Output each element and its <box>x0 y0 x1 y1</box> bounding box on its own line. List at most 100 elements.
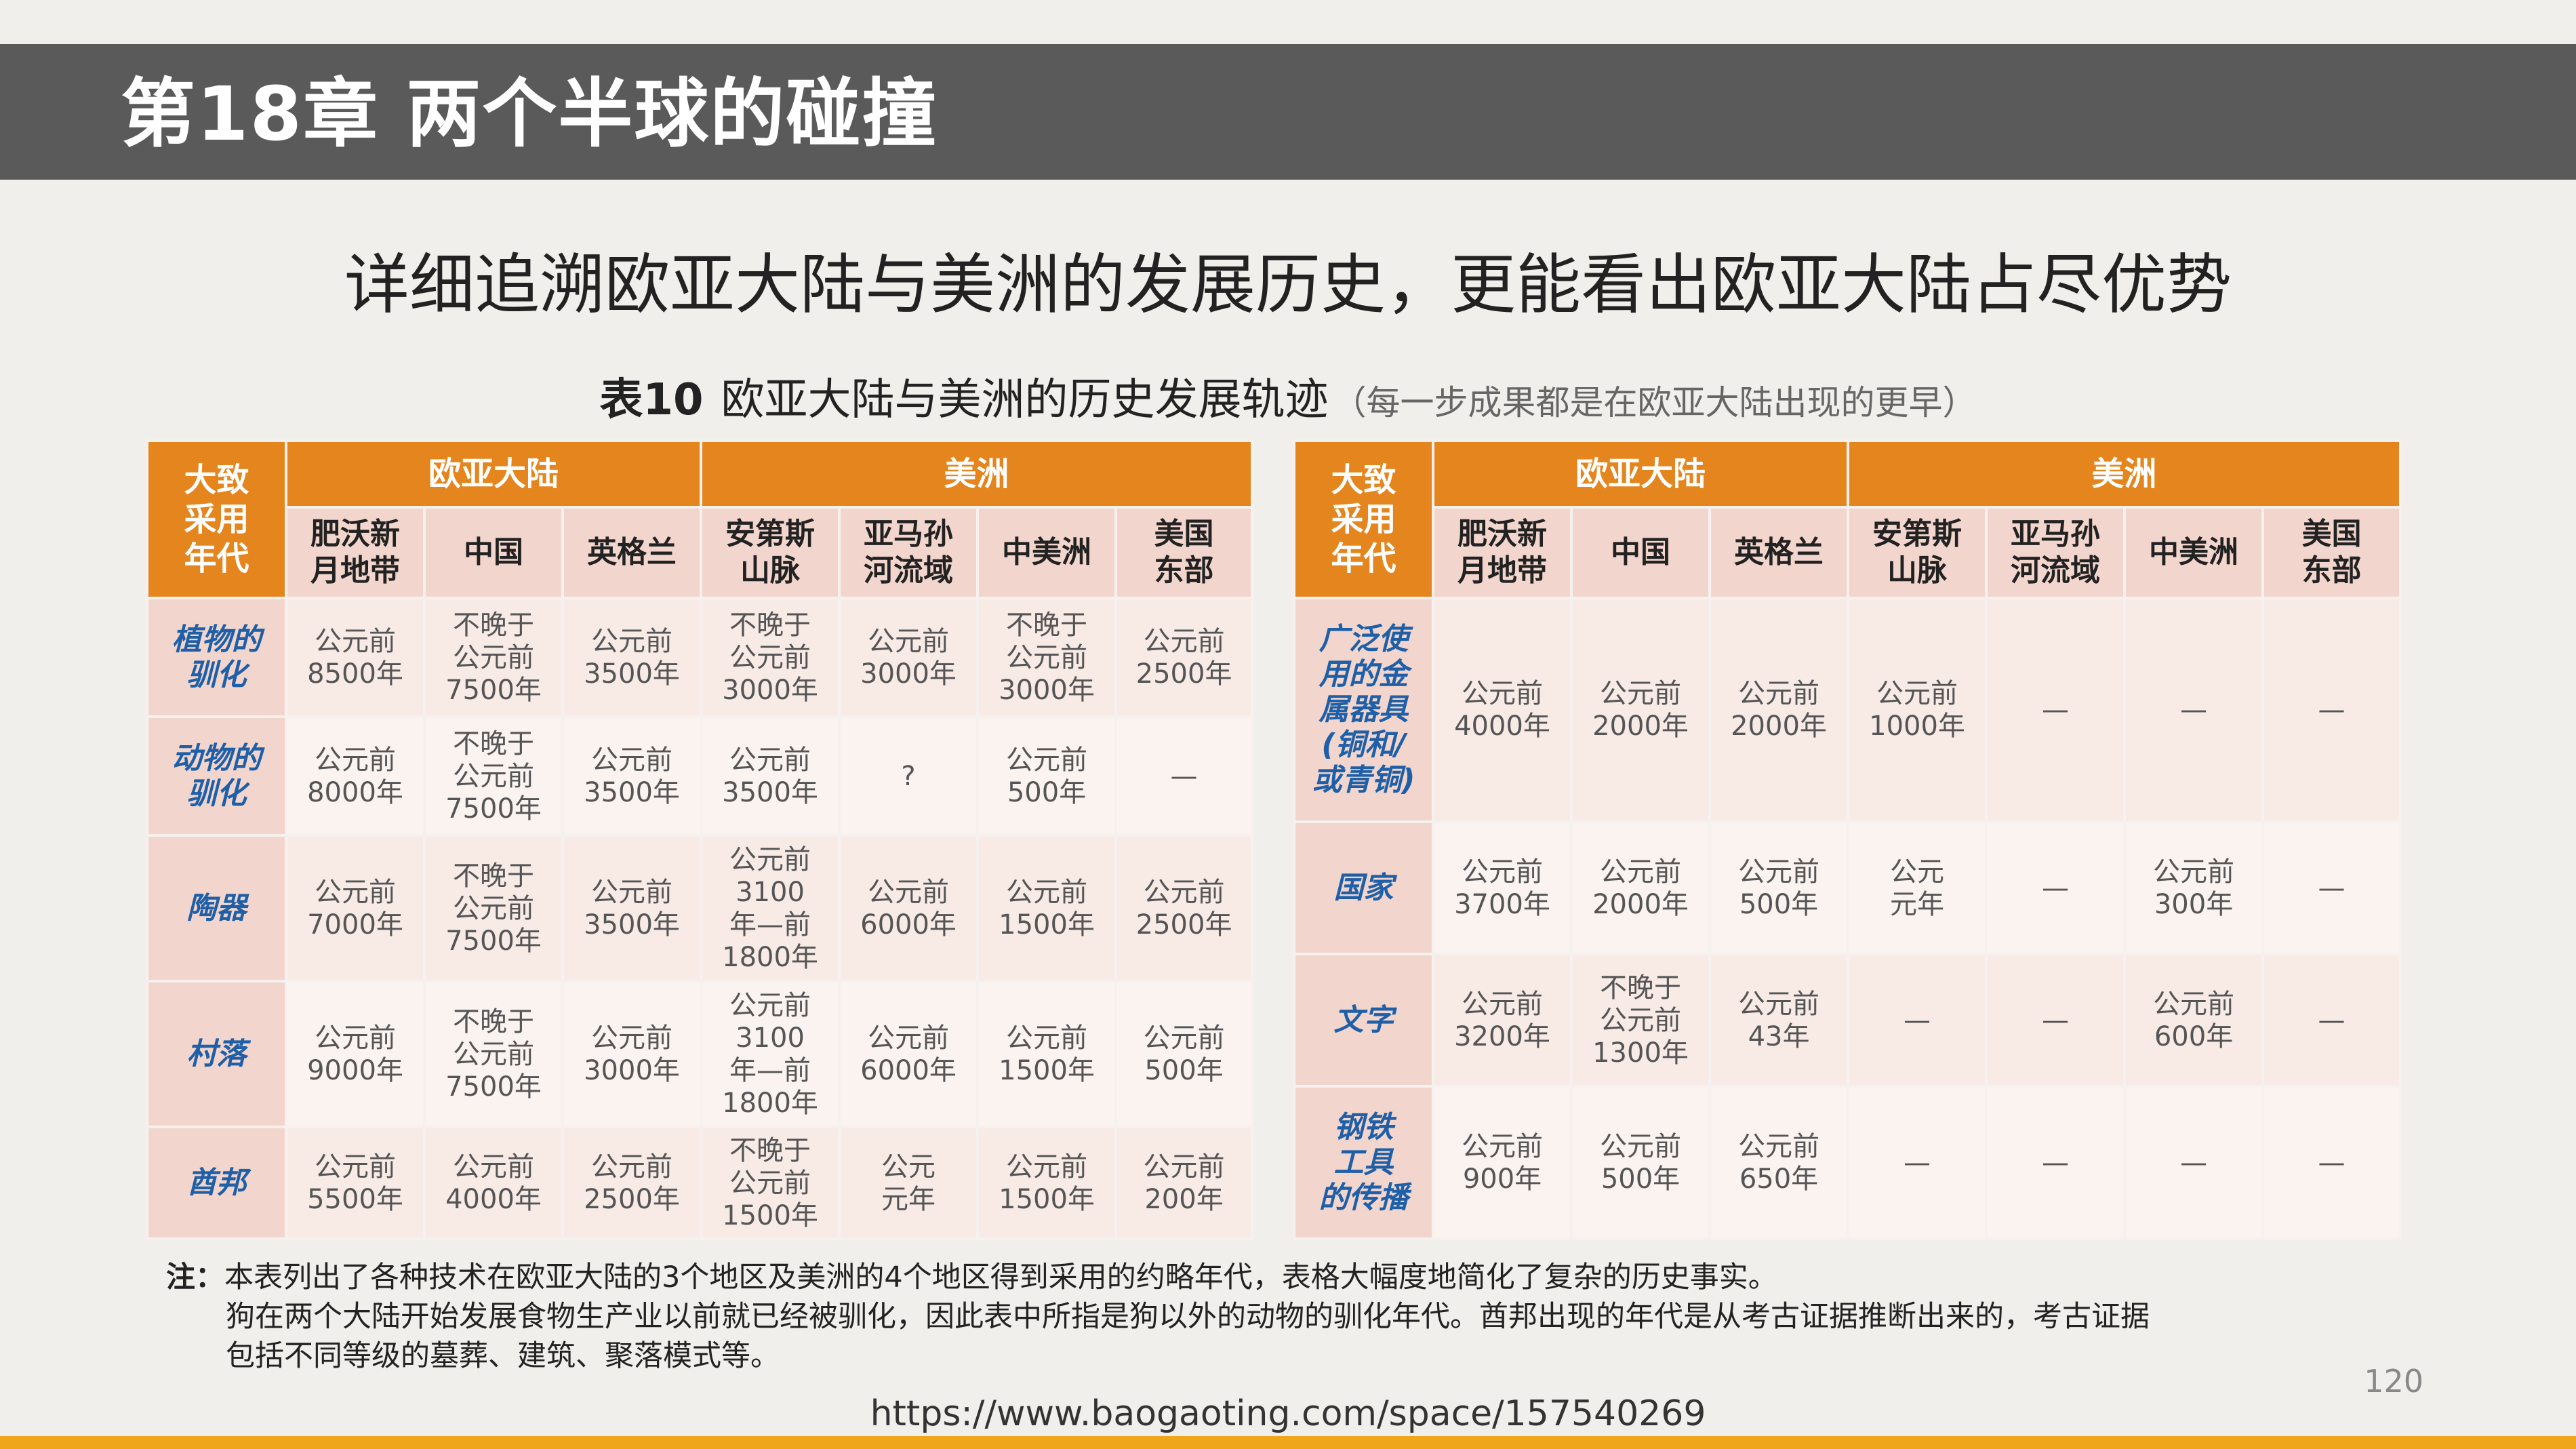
table-cell: — <box>1985 1085 2127 1240</box>
table-cell: — <box>1847 953 1988 1088</box>
footnote-line-2: 狗在两个大陆开始发展食物生产业以前就已经被驯化，因此表中所指是狗以外的动物的驯化… <box>226 1300 2150 1334</box>
table-cell: 公元前 2000年 <box>1570 820 1711 955</box>
table-cell: — <box>2261 820 2402 955</box>
table-cell: 公元前 500年 <box>1708 820 1850 955</box>
table-cell: 公元前 2500年 <box>1114 597 1254 718</box>
table-cell: 公元前 300年 <box>2123 820 2265 955</box>
table-cell: 公元前 3500年 <box>561 597 703 718</box>
column-header: 美国 东部 <box>2261 506 2402 599</box>
table-cell: 公元前 500年 <box>976 715 1118 837</box>
row-label: 酋邦 <box>146 1126 287 1240</box>
table-cell: 公元前 1500年 <box>976 834 1118 982</box>
table-cell: 不晚于 公元前 7500年 <box>423 834 564 982</box>
column-header: 安第斯 山脉 <box>700 506 841 599</box>
page-number: 120 <box>2364 1363 2423 1400</box>
footnote-line-1: 本表列出了各种技术在欧亚大陆的3个地区及美洲的4个地区得到采用的约略年代，表格大… <box>224 1261 1777 1294</box>
table-cell: — <box>1847 1085 1988 1240</box>
title-banner <box>0 44 2576 180</box>
column-header: 中国 <box>1570 506 1711 599</box>
table-cell: 公元前 600年 <box>2123 953 2265 1088</box>
page-headline: 详细追溯欧亚大陆与美洲的发展历史，更能看出欧亚大陆占尽优势 <box>344 247 2232 323</box>
table-row: 植物的 驯化 公元前 8500年 不晚于 公元前 7500年 公元前 3500年 不晚于… <box>146 597 1254 718</box>
bottom-accent-bar <box>0 1436 2576 1449</box>
table-cell: — <box>2261 597 2402 823</box>
column-header: 亚马孙 河流域 <box>1985 506 2127 599</box>
table-cell: 公元前 650年 <box>1708 1085 1850 1240</box>
corner-header: 大致 采用 年代 <box>146 439 287 599</box>
table-cell: 公元前 2000年 <box>1708 597 1850 823</box>
table-row: 陶器 公元前 7000年 不晚于 公元前 7500年 公元前 3500年 公元前 310… <box>146 834 1254 982</box>
table-cell: 不晚于 公元前 7500年 <box>423 980 564 1128</box>
chapter-title: 第18章 两个半球的碰撞 <box>121 71 938 157</box>
table-row: 村落 公元前 9000年 不晚于 公元前 7500年 公元前 3000年 公元前 310… <box>146 980 1254 1128</box>
table-cell: 公元前 3100 年—前 1800年 <box>700 834 841 982</box>
table-row: 动物的 驯化 公元前 8000年 不晚于 公元前 7500年 公元前 3500年 公元前… <box>146 715 1254 837</box>
table-cell: 公元前 4000年 <box>423 1126 564 1240</box>
table-cell: 公元前 4000年 <box>1432 597 1573 823</box>
table-cell: 公元前 200年 <box>1114 1126 1254 1240</box>
table-cell: 公元前 1500年 <box>976 980 1118 1128</box>
table-cell: 公元前 3500年 <box>561 834 703 982</box>
table-cell: 公元前 500年 <box>1570 1085 1711 1240</box>
column-header: 肥沃新 月地带 <box>285 506 426 599</box>
table-cell: — <box>1985 820 2127 955</box>
table-cell: 公元前 1000年 <box>1847 597 1988 823</box>
table-row: 酋邦 公元前 5500年 公元前 4000年 公元前 2500年 不晚于 公元前 150… <box>146 1126 1254 1240</box>
table-cell: — <box>2123 597 2265 823</box>
table-cell: 公元前 3200年 <box>1432 953 1573 1088</box>
table-cell: 公元前 3500年 <box>561 715 703 837</box>
table-cell: 公元前 8500年 <box>285 597 426 718</box>
column-header: 中国 <box>423 506 564 599</box>
column-header: 英格兰 <box>561 506 703 599</box>
row-label: 广泛使 用的金 属器具 (铜和/ 或青铜) <box>1293 597 1434 823</box>
column-header: 肥沃新 月地带 <box>1432 506 1573 599</box>
table-cell: — <box>1114 715 1254 837</box>
table-number: 表10 <box>599 375 704 425</box>
table-row: 国家 公元前 3700年 公元前 2000年 公元前 500年 公元 元年 — 公元前 30… <box>1293 820 2402 955</box>
table-cell: 不晚于 公元前 1500年 <box>700 1126 841 1240</box>
table-cell: 公元前 9000年 <box>285 980 426 1128</box>
column-header: 亚马孙 河流域 <box>838 506 980 599</box>
row-label: 动物的 驯化 <box>146 715 287 837</box>
table-cell: 公元前 3700年 <box>1432 820 1573 955</box>
footnote-line-3: 包括不同等级的墓葬、建筑、聚落模式等。 <box>226 1339 780 1373</box>
table-cell: — <box>1985 597 2127 823</box>
table-cell: 不晚于 公元前 7500年 <box>423 715 564 837</box>
table-cell: 公元前 3000年 <box>838 597 980 718</box>
table-row: 钢铁 工具 的传播 公元前 900年 公元前 500年 公元前 650年 — — — — <box>1293 1085 2402 1240</box>
table-cell: ? <box>838 715 980 837</box>
table-cell: 公元前 5500年 <box>285 1126 426 1240</box>
table-cell: 公元前 43年 <box>1708 953 1850 1088</box>
table-cell: 公元 元年 <box>1847 820 1988 955</box>
source-url[interactable]: https://www.baogaoting.com/space/1575402… <box>870 1393 1706 1434</box>
table-cell: 公元前 2000年 <box>1570 597 1711 823</box>
row-label: 钢铁 工具 的传播 <box>1293 1085 1434 1240</box>
table-cell: 公元前 3000年 <box>561 980 703 1128</box>
table-cell: 公元前 3500年 <box>700 715 841 837</box>
table-cell: 公元前 900年 <box>1432 1085 1573 1240</box>
table-cell: — <box>2261 1085 2402 1240</box>
group-header-eurasia: 欧亚大陆 <box>1431 439 1850 509</box>
table-cell: 不晚于 公元前 3000年 <box>976 597 1118 718</box>
table-row: 文字 公元前 3200年 不晚于 公元前 1300年 公元前 43年 — — 公元前 600… <box>1293 953 2402 1088</box>
table-cell: — <box>2261 953 2402 1088</box>
history-table-right: 大致 采用 年代 欧亚大陆 美洲 肥沃新 月地带 中国 英格兰 安第斯 山脉 亚… <box>1293 439 2402 1240</box>
table-cell: 公元 元年 <box>838 1126 980 1240</box>
table-row: 广泛使 用的金 属器具 (铜和/ 或青铜) 公元前 4000年 公元前 2000年公… <box>1293 597 2402 823</box>
corner-header: 大致 采用 年代 <box>1293 439 1434 599</box>
column-header: 美国 东部 <box>1114 506 1254 599</box>
table-cell: 公元前 1500年 <box>976 1126 1118 1240</box>
table-cell: 公元前 500年 <box>1114 980 1254 1128</box>
footnote: 注：本表列出了各种技术在欧亚大陆的3个地区及美洲的4个地区得到采用的约略年代，表… <box>166 1258 2457 1376</box>
footnote-label: 注： <box>166 1261 224 1294</box>
table-caption: 表10 欧亚大陆与美洲的历史发展轨迹 （每一步成果都是在欧亚大陆出现的更早） <box>0 370 2576 441</box>
table-subtitle: （每一步成果都是在欧亚大陆出现的更早） <box>1332 383 1977 422</box>
table-cell: 公元前 2500年 <box>561 1126 703 1240</box>
table-cell: 公元前 7000年 <box>285 834 426 982</box>
table-cell: 不晚于 公元前 3000年 <box>700 597 841 718</box>
column-header: 中美洲 <box>2123 506 2265 599</box>
table-cell: 公元前 6000年 <box>838 980 980 1128</box>
table-cell: 公元前 2500年 <box>1114 834 1254 982</box>
table-cell: 公元前 6000年 <box>838 834 980 982</box>
table-title: 欧亚大陆与美洲的历史发展轨迹 <box>721 375 1329 425</box>
